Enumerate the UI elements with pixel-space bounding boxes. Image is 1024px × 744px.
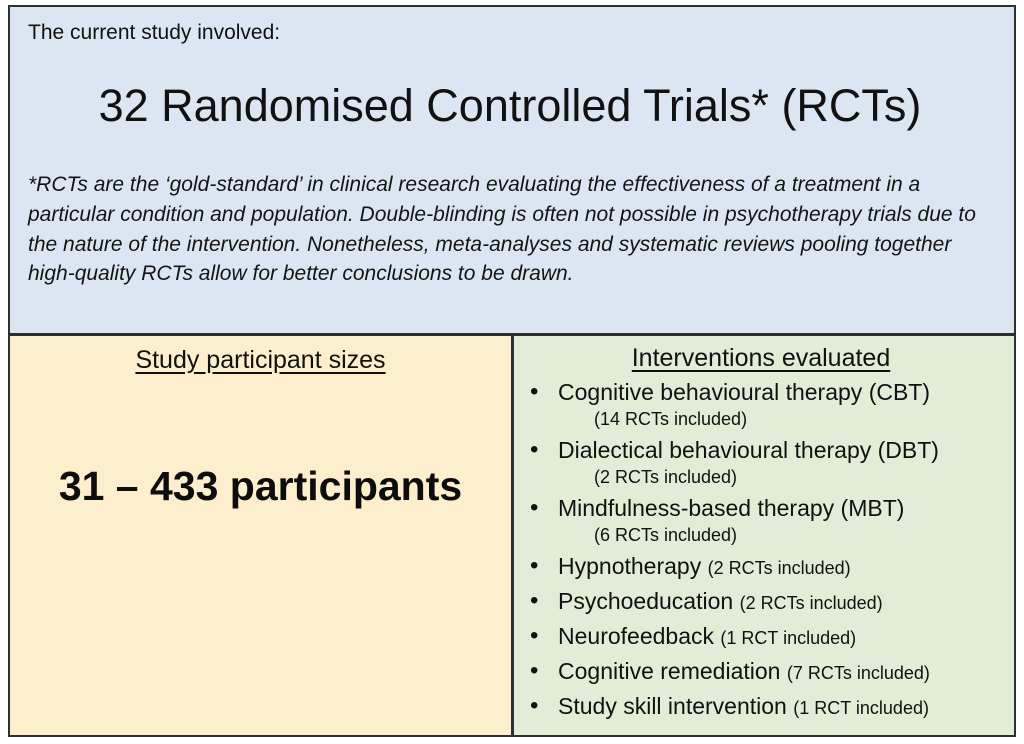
interventions-list: Cognitive behavioural therapy (CBT) (14 … — [514, 377, 1008, 723]
list-item-neurofeedback: Neurofeedback (1 RCT included) — [514, 621, 1008, 653]
interventions-cell: Interventions evaluated Cognitive behavi… — [514, 336, 1014, 735]
participants-cell: Study participant sizes 31 – 433 partici… — [10, 336, 514, 735]
intervention-detail: (1 RCT included) — [793, 698, 929, 718]
intervention-name: Study skill intervention — [558, 693, 787, 719]
intervention-detail: (1 RCT included) — [720, 628, 857, 648]
study-overview-panel: The current study involved: 32 Randomise… — [10, 7, 1014, 336]
list-item-dbt: Dialectical behavioural therapy (DBT) (2… — [514, 435, 1008, 490]
list-item-hypnotherapy: Hypnotherapy (2 RCTs included) — [514, 551, 1008, 583]
intervention-name: Neurofeedback — [558, 623, 714, 649]
interventions-header: Interventions evaluated — [631, 344, 891, 372]
list-item-cognitive-remediation: Cognitive remediation (7 RCTs included) — [514, 656, 1008, 688]
list-item-study-skill: Study skill intervention (1 RCT included… — [514, 691, 1008, 723]
intro-text: The current study involved: — [28, 21, 281, 44]
intervention-detail: (2 RCTs included) — [739, 593, 883, 613]
intervention-name: Hypnotherapy — [558, 553, 702, 579]
intervention-detail: (2 RCTs included) — [707, 558, 851, 578]
participants-header: Study participant sizes — [135, 346, 386, 374]
intervention-detail: (2 RCTs included) — [594, 467, 738, 487]
intervention-name: Cognitive behavioural therapy (CBT) — [558, 379, 931, 405]
rct-footnote: *RCTs are the ‘gold-standard’ in clinica… — [28, 173, 976, 286]
participants-range: 31 – 433 participants — [58, 463, 463, 509]
list-item-psychoeducation: Psychoeducation (2 RCTs included) — [514, 586, 1008, 618]
intervention-name: Cognitive remediation — [558, 658, 781, 684]
study-summary-frame: The current study involved: 32 Randomise… — [8, 5, 1016, 737]
intervention-detail: (14 RCTs included) — [594, 409, 748, 429]
intervention-detail: (7 RCTs included) — [786, 663, 930, 683]
intervention-name: Psychoeducation — [558, 588, 734, 614]
list-item-cbt: Cognitive behavioural therapy (CBT) (14 … — [514, 377, 1008, 432]
intervention-name: Mindfulness-based therapy (MBT) — [558, 495, 905, 521]
list-item-mbt: Mindfulness-based therapy (MBT) (6 RCTs … — [514, 493, 1008, 548]
intervention-name: Dialectical behavioural therapy (DBT) — [558, 437, 939, 463]
intervention-detail: (6 RCTs included) — [594, 525, 738, 545]
page-title: 32 Randomised Controlled Trials* (RCTs) — [98, 80, 922, 131]
bottom-row: Study participant sizes 31 – 433 partici… — [10, 336, 1014, 735]
